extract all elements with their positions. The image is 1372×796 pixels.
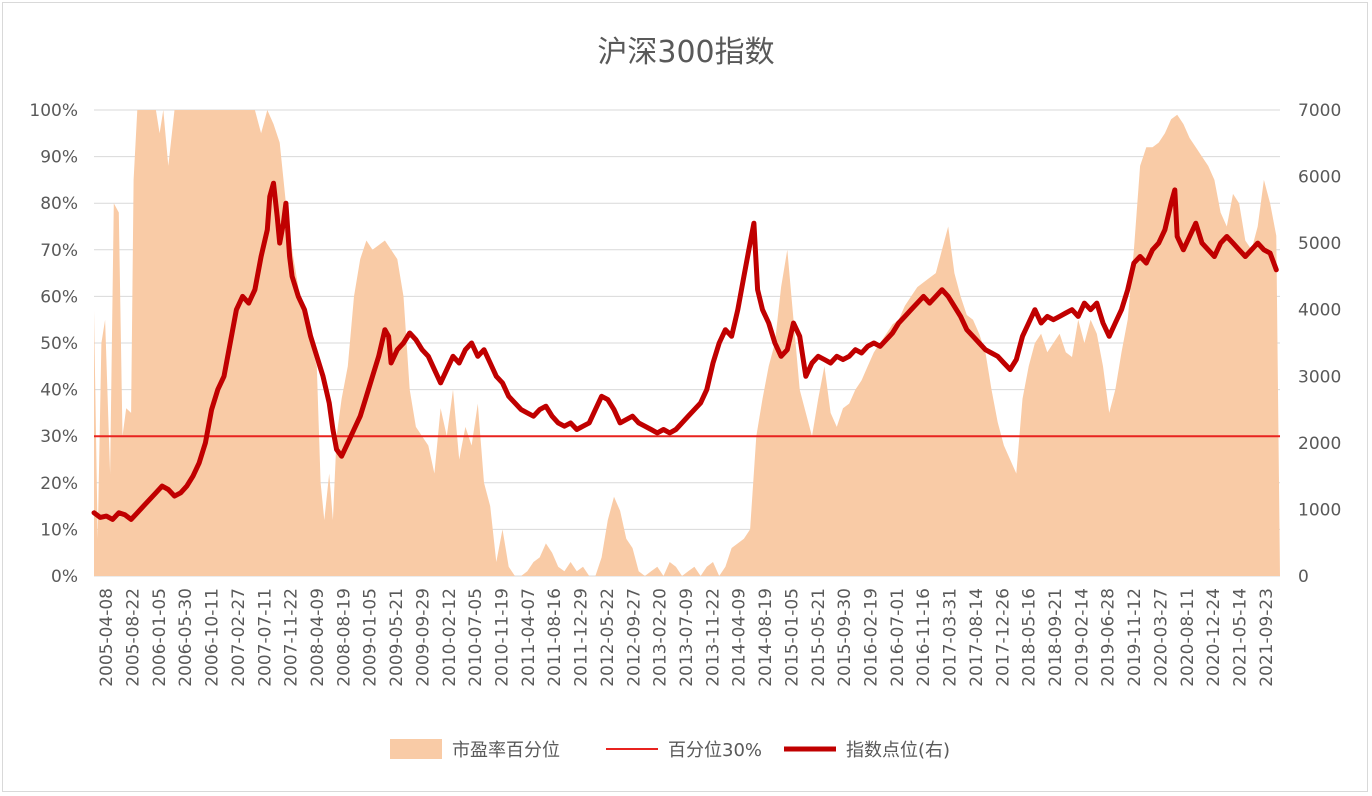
x-tick-label: 2017-03-31 bbox=[941, 588, 961, 687]
y-right-tick-label: 6000 bbox=[1298, 168, 1341, 188]
x-tick-label: 2016-11-16 bbox=[914, 588, 934, 687]
x-tick-label: 2008-08-19 bbox=[334, 588, 354, 687]
y-axis-right: 0 1000 2000 3000 4000 5000 6000 7000 bbox=[1298, 101, 1341, 587]
chart-title: 沪深300指数 bbox=[597, 35, 774, 70]
legend-label-pe: 市盈率百分位 bbox=[452, 740, 560, 761]
index-line bbox=[91, 180, 1279, 522]
x-tick-label: 2016-02-19 bbox=[862, 588, 882, 687]
x-tick-label: 2013-07-09 bbox=[677, 588, 697, 687]
x-tick-label: 2016-07-01 bbox=[888, 588, 908, 687]
x-tick-label: 2007-02-27 bbox=[229, 588, 249, 687]
x-axis: 2005-04-08 2005-08-22 2006-01-05 2006-05-30… bbox=[97, 588, 1277, 687]
index-line-path bbox=[91, 180, 1279, 522]
x-tick-label: 2015-05-21 bbox=[809, 588, 829, 687]
x-tick-label: 2010-07-05 bbox=[466, 588, 486, 687]
pe-area-path bbox=[94, 110, 1280, 576]
legend-swatch-pe-area bbox=[390, 739, 442, 759]
y-right-tick-label: 2000 bbox=[1298, 434, 1341, 454]
y-right-tick-label: 4000 bbox=[1298, 301, 1341, 321]
legend-label-index: 指数点位(右) bbox=[846, 740, 950, 761]
y-right-tick-label: 1000 bbox=[1298, 500, 1341, 520]
x-tick-label: 2010-11-19 bbox=[493, 588, 513, 687]
x-tick-label: 2019-02-14 bbox=[1072, 588, 1092, 687]
x-tick-label: 2013-11-22 bbox=[703, 588, 723, 687]
legend-label-30: 百分位30% bbox=[668, 740, 762, 761]
x-tick-label: 2014-04-09 bbox=[730, 588, 750, 687]
x-tick-label: 2020-08-11 bbox=[1178, 588, 1198, 687]
x-tick-label: 2006-01-05 bbox=[150, 588, 170, 687]
legend: 市盈率百分位 百分位30% 指数点位(右) bbox=[390, 739, 950, 761]
x-tick-label: 2021-09-23 bbox=[1257, 588, 1277, 687]
x-tick-label: 2020-03-27 bbox=[1151, 588, 1171, 687]
y-left-tick-label: 20% bbox=[40, 474, 78, 494]
x-tick-label: 2010-02-12 bbox=[440, 588, 460, 687]
x-tick-label: 2015-09-30 bbox=[835, 588, 855, 687]
y-axis-left: 0% 10% 20% 30% 40% 50% 60% 70% 80% 90% 100% bbox=[29, 101, 78, 587]
x-tick-label: 2011-12-29 bbox=[572, 588, 592, 687]
x-tick-label: 2005-08-22 bbox=[124, 588, 144, 687]
x-tick-label: 2015-01-05 bbox=[782, 588, 802, 687]
x-tick-label: 2009-01-05 bbox=[361, 588, 381, 687]
x-tick-label: 2008-04-09 bbox=[308, 588, 328, 687]
x-tick-label: 2012-09-27 bbox=[624, 588, 644, 687]
x-tick-label: 2012-05-22 bbox=[598, 588, 618, 687]
y-right-tick-label: 7000 bbox=[1298, 101, 1341, 121]
y-left-tick-label: 10% bbox=[40, 520, 78, 540]
x-tick-label: 2009-05-21 bbox=[387, 588, 407, 687]
x-tick-label: 2011-08-16 bbox=[545, 588, 565, 687]
y-left-tick-label: 40% bbox=[40, 381, 78, 401]
x-tick-label: 2018-05-16 bbox=[1020, 588, 1040, 687]
y-left-tick-label: 50% bbox=[40, 334, 78, 354]
x-tick-label: 2018-09-21 bbox=[1046, 588, 1066, 687]
x-tick-label: 2006-05-30 bbox=[176, 588, 196, 687]
x-tick-label: 2011-04-07 bbox=[519, 588, 539, 687]
y-right-tick-label: 0 bbox=[1298, 567, 1309, 587]
x-tick-label: 2007-11-22 bbox=[282, 588, 302, 687]
y-left-tick-label: 100% bbox=[29, 101, 78, 121]
y-left-tick-label: 90% bbox=[40, 148, 78, 168]
y-left-tick-label: 80% bbox=[40, 194, 78, 214]
x-tick-label: 2005-04-08 bbox=[97, 588, 117, 687]
x-tick-label: 2014-08-19 bbox=[756, 588, 776, 687]
x-tick-label: 2019-06-28 bbox=[1099, 588, 1119, 687]
x-tick-label: 2009-09-29 bbox=[413, 588, 433, 687]
x-tick-label: 2006-10-11 bbox=[203, 588, 223, 687]
x-tick-label: 2017-12-26 bbox=[993, 588, 1013, 687]
y-left-tick-label: 70% bbox=[40, 241, 78, 261]
y-left-tick-label: 60% bbox=[40, 287, 78, 307]
x-tick-label: 2017-08-14 bbox=[967, 588, 987, 687]
x-tick-label: 2021-05-14 bbox=[1231, 588, 1251, 687]
x-tick-label: 2019-11-12 bbox=[1125, 588, 1145, 687]
y-right-tick-label: 5000 bbox=[1298, 234, 1341, 254]
pe-percentile-area bbox=[94, 110, 1280, 576]
x-tick-label: 2020-12-24 bbox=[1204, 588, 1224, 687]
x-tick-label: 2013-02-20 bbox=[651, 588, 671, 687]
x-tick-label: 2007-07-11 bbox=[255, 588, 275, 687]
y-left-tick-label: 0% bbox=[51, 567, 78, 587]
y-left-tick-label: 30% bbox=[40, 427, 78, 447]
y-right-tick-label: 3000 bbox=[1298, 367, 1341, 387]
